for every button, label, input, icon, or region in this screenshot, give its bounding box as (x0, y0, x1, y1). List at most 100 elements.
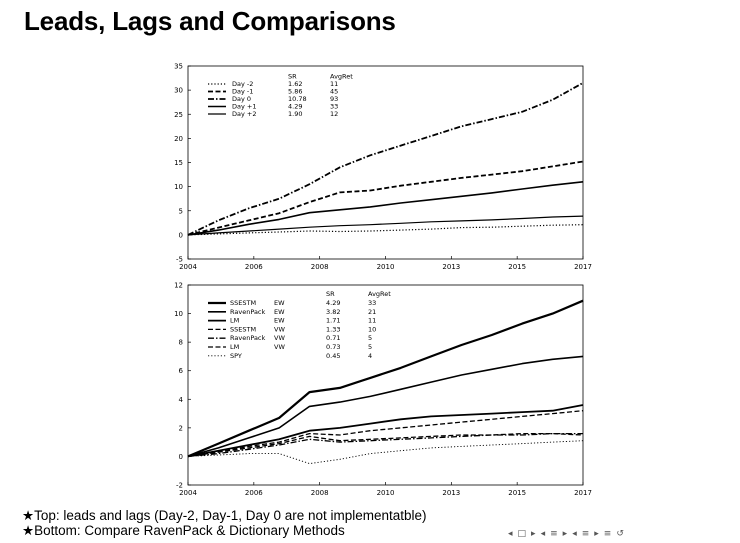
series-line (187, 404, 584, 458)
series-line (187, 432, 583, 458)
legend-series-weight: EW (274, 317, 285, 325)
y-tick-label: 20 (174, 135, 183, 143)
legend-series-weight: VW (274, 325, 285, 333)
series-line (187, 224, 584, 236)
y-tick-label: 5 (179, 207, 183, 215)
y-tick-label: 15 (174, 159, 183, 167)
x-tick-label: 2010 (377, 263, 395, 271)
legend-series-sr: 1.90 (288, 110, 302, 118)
legend-series-avgret: 11 (330, 80, 338, 88)
legend-series-weight: EW (274, 308, 285, 316)
y-tick-label: 25 (174, 111, 183, 119)
legend-series-name: Day -2 (232, 80, 253, 88)
legend-series-avgret: 21 (368, 308, 376, 316)
legend-series-avgret: 11 (368, 317, 376, 325)
y-tick-label: 2 (179, 424, 183, 432)
series-line (187, 410, 584, 458)
legend-series-weight: EW (274, 299, 285, 307)
legend-series-weight: VW (274, 343, 285, 351)
x-tick-label: 2008 (311, 263, 329, 271)
legend-series-sr: 0.71 (326, 334, 340, 342)
legend-series-avgret: 4 (368, 352, 372, 360)
legend-series-name: LM (230, 317, 239, 325)
nav-prev-subsection-icon[interactable]: ◂ (572, 529, 577, 539)
y-tick-label: 10 (174, 310, 183, 318)
nav-frame-icon[interactable]: □ (517, 529, 527, 539)
legend-header: SR (326, 290, 335, 298)
legend-series-sr: 4.29 (326, 299, 340, 307)
x-tick-label: 2004 (179, 489, 197, 497)
series-line (187, 432, 584, 458)
y-tick-label: 10 (174, 183, 183, 191)
legend-series-avgret: 5 (368, 343, 372, 351)
y-tick-label: -5 (176, 256, 183, 264)
y-tick-label: 0 (179, 231, 183, 239)
legend-series-sr: 1.62 (288, 80, 302, 88)
legend-series-avgret: 10 (368, 325, 376, 333)
x-tick-label: 2008 (311, 489, 329, 497)
series-line (187, 355, 584, 458)
series-line (187, 215, 584, 236)
nav-align-icon[interactable]: ≡ (603, 529, 612, 539)
x-tick-label: 2004 (179, 263, 197, 271)
y-tick-label: 35 (174, 63, 183, 71)
note-bottom: ★Bottom: Compare RavenPack & Dictionary … (22, 523, 345, 538)
legend-series-avgret: 5 (368, 334, 372, 342)
y-tick-label: -2 (176, 482, 183, 490)
legend-series-sr: 4.29 (288, 103, 302, 111)
legend-series-sr: 10.78 (288, 95, 307, 103)
x-tick-label: 2010 (377, 489, 395, 497)
nav-next-frame-icon[interactable]: ▸ (531, 529, 536, 539)
nav-next-section-icon[interactable]: ▸ (562, 529, 568, 539)
legend-series-name: Day +1 (232, 103, 256, 111)
legend-header: AvgRet (330, 73, 353, 81)
slide-title: Leads, Lags and Comparisons (24, 6, 396, 36)
nav-next-subsection-icon[interactable]: ▸ (594, 529, 599, 539)
x-tick-label: 2015 (508, 263, 526, 271)
series-line (187, 181, 584, 236)
legend-series-name: Day -1 (232, 88, 253, 96)
legend-series-name: LM (230, 343, 239, 351)
series-line (187, 160, 584, 236)
series-line (187, 299, 584, 458)
legend-series-avgret: 93 (330, 95, 338, 103)
note-top: ★Top: leads and lags (Day-2, Day-1, Day … (22, 508, 427, 523)
series-line (187, 440, 584, 465)
nav-prev-frame-icon[interactable]: ◂ (508, 529, 513, 539)
legend-series-name: Day +2 (232, 110, 256, 118)
legend-series-avgret: 45 (330, 88, 338, 96)
legend-series-sr: 0.73 (326, 343, 340, 351)
series-line (187, 82, 584, 236)
y-tick-label: 4 (179, 396, 184, 404)
y-tick-label: 12 (174, 282, 183, 290)
nav-search-icon[interactable]: ↺ (616, 529, 624, 539)
legend-series-sr: 0.45 (326, 352, 340, 360)
legend-series-sr: 1.71 (326, 317, 340, 325)
legend-header: SR (288, 73, 297, 81)
legend-series-sr: 5.86 (288, 88, 302, 96)
legend-series-sr: 1.33 (326, 325, 340, 333)
x-tick-label: 2015 (508, 489, 526, 497)
x-tick-label: 2006 (245, 263, 263, 271)
legend-series-sr: 3.82 (326, 308, 340, 316)
x-tick-label: 2017 (574, 489, 592, 497)
nav-prev-section-icon[interactable]: ◂ (540, 529, 546, 539)
legend-series-avgret: 33 (330, 103, 338, 111)
notes: ★Top: leads and lags (Day-2, Day-1, Day … (22, 508, 427, 538)
y-tick-label: 30 (174, 87, 183, 95)
legend-series-name: SSESTM (230, 325, 256, 333)
legend-series-name: RavenPack (230, 308, 266, 316)
nav-subsection-icon[interactable]: ≡ (581, 529, 590, 539)
legend-series-name: SPY (230, 352, 242, 360)
y-tick-label: 8 (179, 339, 183, 347)
x-tick-label: 2013 (442, 489, 460, 497)
legend-series-weight: VW (274, 334, 285, 342)
x-tick-label: 2013 (442, 263, 460, 271)
x-tick-label: 2017 (574, 263, 592, 271)
beamer-navigation[interactable]: ◂ □ ▸ ◂ ≡ ▸ ◂ ≡ ▸ ≡ ↺ (508, 527, 736, 541)
nav-section-icon[interactable]: ≡ (550, 529, 558, 539)
legend-series-avgret: 12 (330, 110, 338, 118)
legend-series-avgret: 33 (368, 299, 376, 307)
legend-header: AvgRet (368, 290, 391, 298)
